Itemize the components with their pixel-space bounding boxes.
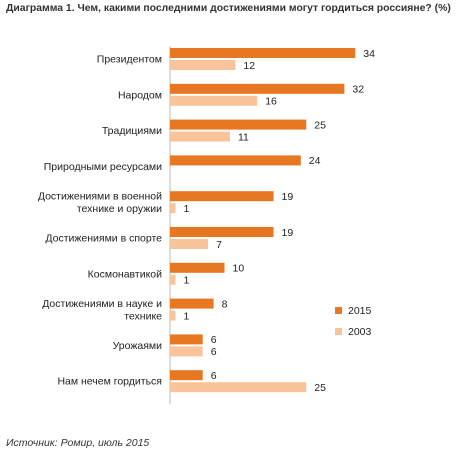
data-label: 8 [222,298,228,310]
bar-2003 [170,310,176,321]
data-label: 24 [309,155,321,167]
bar-2015 [170,298,214,309]
bar-2003 [170,95,258,106]
data-label: 10 [233,263,245,275]
data-label: 32 [352,84,364,96]
data-label: 19 [282,227,294,239]
bar-2015 [170,191,274,202]
data-label: 16 [265,96,277,108]
category-label: Нам нечем гордиться [57,376,162,388]
bar-2015 [170,370,203,381]
legend-label: 2003 [348,326,372,338]
bar-2015 [170,119,307,130]
data-label: 12 [243,60,255,72]
category-label: Достижениями в науке и технике [42,298,162,323]
bar-2015 [170,262,225,273]
category-label: Урожаями [113,340,163,352]
bar-2003 [170,60,236,70]
data-label: 1 [183,203,189,215]
bar-2015 [170,227,274,237]
bar-2003 [170,382,307,393]
data-label: 7 [216,239,222,251]
legend-label: 2015 [348,305,372,317]
data-label: 1 [183,275,189,287]
data-label: 1 [183,310,189,322]
chart-title: Диаграмма 1. Чем, какими последними дост… [6,3,451,14]
bar-2003 [170,346,203,357]
category-label: Президентом [97,54,162,66]
source-note: Источник: Ромир, июль 2015 [6,437,150,449]
bar-2003 [170,239,209,249]
bar-2015 [170,155,301,166]
category-label: Космонавтикой [88,268,162,280]
legend-swatch-2003 [335,328,342,335]
category-label: Достижениями в военной технике и оружии [38,190,162,215]
legend-swatch-2015 [335,307,342,314]
data-label: 25 [314,382,326,394]
data-label: 6 [211,346,217,358]
bar-2015 [170,334,203,345]
bar-2015 [170,48,356,58]
category-label: Природными ресурсами [44,161,162,173]
data-label: 25 [314,119,326,131]
bar-2003 [170,203,176,214]
data-label: 6 [211,370,217,382]
bar-2003 [170,131,230,142]
data-label: 34 [363,48,375,60]
category-label: Достижениями в спорте [45,233,162,245]
category-label: Народом [118,89,162,101]
bar-2003 [170,274,176,285]
data-label: 6 [211,334,217,346]
category-label: Традициями [102,125,162,137]
data-label: 11 [238,131,249,143]
bar-2015 [170,83,345,94]
data-label: 19 [282,191,294,203]
